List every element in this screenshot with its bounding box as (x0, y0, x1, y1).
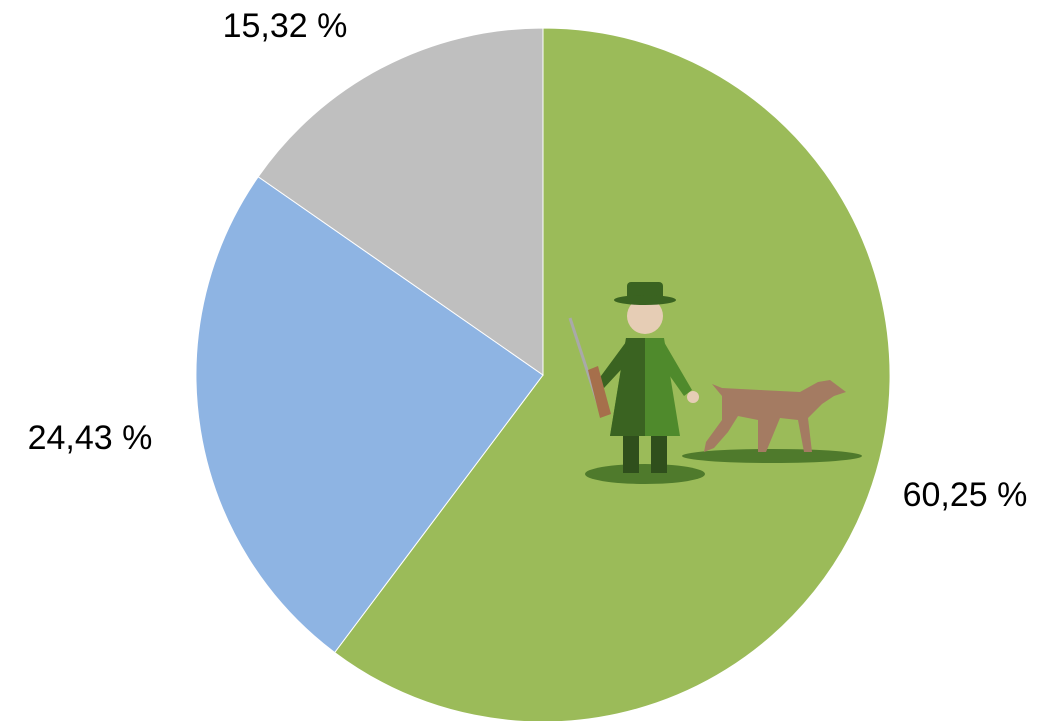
pie (195, 27, 891, 721)
data-label: 24,43 % (28, 419, 153, 457)
hunter-illustration (568, 282, 862, 484)
pie-slice (257, 27, 544, 376)
pie-slice (195, 176, 544, 654)
data-label: 15,32 % (223, 7, 348, 45)
labels: 60,25 % 24,43 % 15,32 % (28, 7, 1028, 514)
data-label: 60,25 % (903, 476, 1028, 514)
